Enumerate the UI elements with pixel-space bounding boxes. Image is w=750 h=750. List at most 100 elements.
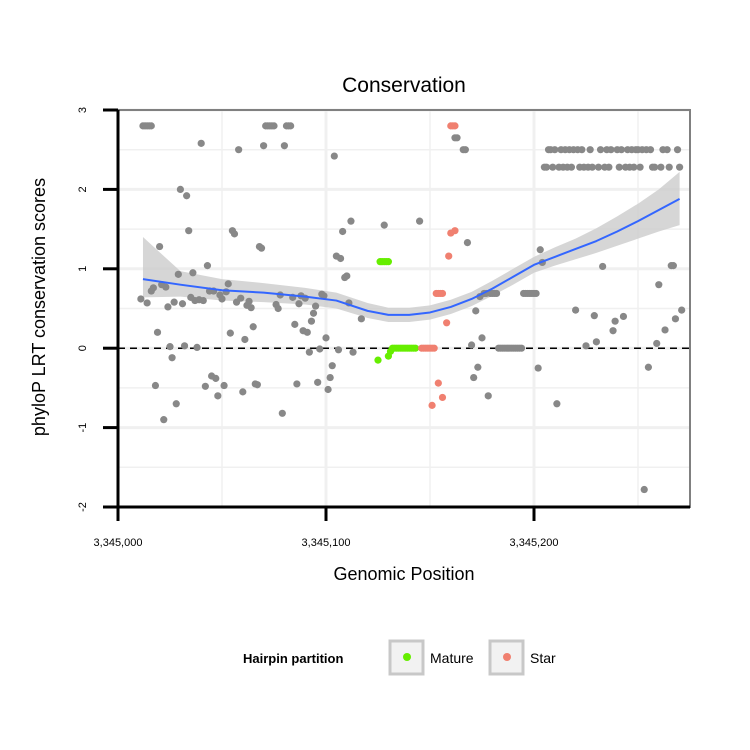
data-point-other	[343, 272, 351, 280]
data-point-other	[326, 373, 334, 382]
data-point-other	[170, 298, 178, 306]
legend-entry-star: Star	[488, 639, 556, 676]
data-point-other	[203, 262, 212, 270]
data-point-other	[156, 242, 164, 251]
x-axis-label: Genomic Position	[333, 564, 474, 584]
chart-title: Conservation	[342, 74, 466, 97]
data-point-other	[673, 146, 682, 154]
data-point-other	[478, 334, 486, 342]
data-point-mature	[384, 258, 392, 266]
y-axis-label: phyloP LRT conservation scores	[29, 178, 49, 436]
y-tick-label: 3	[77, 107, 89, 113]
data-point-other	[619, 312, 628, 321]
data-point-other	[235, 146, 243, 154]
data-point-other	[328, 362, 336, 370]
data-point-other	[287, 122, 295, 130]
confidence-ribbon-layer	[142, 171, 680, 322]
data-point-other	[644, 363, 653, 371]
data-point-other	[274, 304, 282, 313]
data-point-other	[657, 163, 665, 171]
data-point-other	[220, 381, 228, 390]
data-point-other	[596, 146, 605, 154]
data-point-other	[309, 309, 318, 317]
data-point-other	[172, 400, 180, 408]
data-point-other	[484, 392, 492, 400]
data-point-mature	[374, 356, 382, 364]
data-point-other	[212, 374, 220, 382]
data-point-other	[468, 341, 476, 349]
data-point-other	[630, 163, 638, 171]
data-point-other	[582, 342, 590, 350]
data-point-other	[357, 315, 365, 323]
data-point-star	[428, 401, 436, 409]
data-point-other	[636, 163, 644, 171]
data-point-other	[592, 338, 601, 346]
data-point-other	[551, 146, 559, 154]
plot-panel	[116, 108, 691, 509]
legend-key-dot	[403, 653, 411, 661]
data-point-other	[137, 295, 145, 303]
data-point-other	[463, 238, 472, 247]
data-point-other	[578, 146, 586, 154]
data-point-other	[247, 304, 255, 312]
data-point-other	[339, 227, 347, 236]
data-point-other	[214, 392, 222, 400]
data-point-other	[160, 416, 168, 424]
data-point-other	[178, 300, 187, 308]
data-point-other	[197, 139, 205, 147]
data-point-other	[143, 299, 151, 307]
data-point-other	[239, 388, 247, 396]
data-point-other	[646, 146, 655, 154]
data-point-other	[663, 146, 671, 154]
data-point-other	[280, 142, 288, 150]
legend-key-dot	[503, 653, 511, 661]
x-tick-label: 3,345,000	[94, 537, 143, 549]
data-point-other	[183, 192, 191, 200]
data-point-other	[189, 269, 197, 277]
data-point-other	[164, 303, 172, 311]
data-point-other	[669, 262, 677, 270]
data-point-other	[655, 281, 663, 289]
data-point-other	[237, 294, 245, 302]
smooth-trend-line	[142, 198, 681, 316]
data-point-other	[671, 315, 680, 323]
data-point-other	[453, 134, 461, 142]
data-point-other	[249, 323, 257, 331]
data-point-other	[665, 163, 673, 171]
data-point-other	[472, 307, 480, 315]
data-point-other	[549, 163, 557, 171]
data-point-other	[553, 400, 561, 408]
data-point-other	[278, 409, 286, 417]
data-point-other	[316, 345, 324, 353]
legend: Hairpin partition Mature Star	[243, 639, 556, 676]
data-point-other	[492, 289, 501, 298]
data-point-other	[176, 185, 184, 193]
data-point-other	[474, 363, 482, 371]
data-point-other	[534, 364, 542, 372]
data-point-other	[174, 270, 182, 278]
data-point-star	[438, 289, 447, 298]
data-point-other	[303, 328, 311, 336]
data-point-other	[330, 152, 338, 160]
y-tick-label: 0	[77, 345, 89, 351]
data-point-other	[416, 217, 424, 225]
data-point-other	[678, 306, 686, 314]
data-point-other	[611, 317, 619, 325]
data-point-other	[293, 380, 301, 388]
data-point-other	[615, 163, 623, 171]
legend-title: Hairpin partition	[243, 651, 343, 666]
data-point-other	[324, 385, 332, 394]
legend-entries: Mature Star	[388, 639, 556, 676]
data-point-other	[312, 302, 320, 310]
data-point-other	[320, 292, 328, 300]
data-point-other	[617, 146, 625, 154]
data-point-other	[230, 230, 239, 238]
data-point-star	[451, 122, 459, 130]
data-point-other	[588, 163, 596, 171]
data-point-other	[461, 146, 469, 154]
x-tick-label: 3,345,200	[510, 537, 559, 549]
data-point-mature	[411, 344, 420, 352]
data-point-other	[609, 327, 617, 335]
data-point-other	[257, 244, 266, 252]
